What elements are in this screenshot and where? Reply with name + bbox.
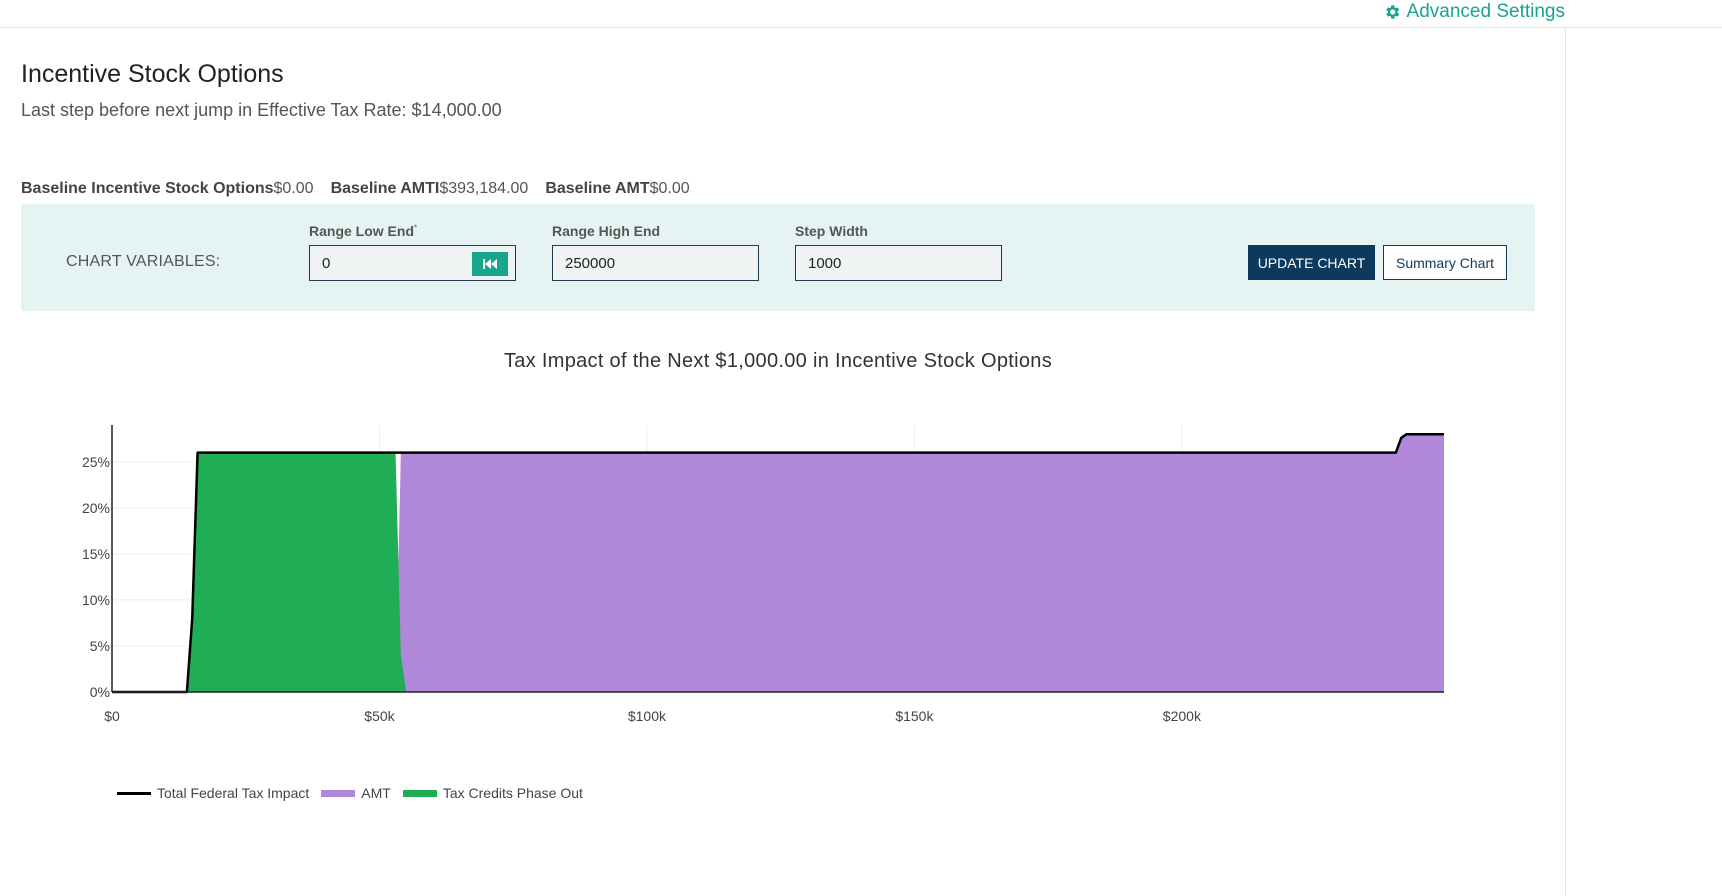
x-tick-label: $50k — [364, 708, 395, 724]
x-tick-label: $0 — [104, 708, 120, 724]
legend-item-total[interactable]: Total Federal Tax Impact — [117, 785, 309, 801]
baseline-amti-value: $393,184.00 — [439, 180, 529, 197]
legend-label-total: Total Federal Tax Impact — [157, 785, 310, 801]
baseline-iso-value: $0.00 — [273, 180, 314, 197]
total-tax-impact-line — [112, 432, 1444, 694]
legend-label-credits: Tax Credits Phase Out — [442, 785, 583, 801]
tax-credits-area — [112, 452, 1444, 692]
line-layer — [112, 432, 1444, 694]
advanced-settings-link[interactable]: Advanced Settings — [1383, 1, 1565, 23]
legend-item-credits[interactable]: Tax Credits Phase Out — [402, 785, 583, 801]
amt-area — [112, 434, 1444, 692]
baseline-amti: Baseline AMTI$393,184.00 — [331, 180, 529, 198]
chart-variables-label: CHART VARIABLES: — [66, 253, 221, 270]
step-width-input[interactable] — [795, 245, 1002, 281]
y-tick-label: 25% — [82, 454, 110, 470]
y-tick-label: 20% — [82, 500, 110, 516]
axis-layer: $0 $50k $100k $150k $200k 0% 5% 10% 15% 20% 25% — [82, 425, 1444, 724]
range-high-input[interactable] — [552, 245, 759, 281]
step-width-label: Step Width — [795, 223, 868, 239]
baseline-amt-label: Baseline AMT — [545, 180, 650, 197]
x-tick-label: $200k — [1163, 708, 1202, 724]
chart-legend: Total Federal Tax Impact AMT Tax Credits… — [117, 785, 595, 801]
legend-swatch-total — [117, 791, 151, 795]
chart-title: Tax Impact of the Next $1,000.00 in Ince… — [504, 350, 1052, 372]
baseline-iso: Baseline Incentive Stock Options$0.00 — [21, 180, 314, 198]
skip-to-start-icon — [483, 259, 497, 269]
page-subtitle: Last step before next jump in Effective … — [21, 100, 502, 120]
legend-swatch-amt — [321, 789, 356, 797]
update-chart-button[interactable]: UPDATE CHART — [1248, 245, 1375, 280]
baseline-amt-value: $0.00 — [649, 180, 690, 197]
content-border — [1565, 27, 1566, 896]
tax-impact-chart: $0 $50k $100k $150k $200k 0% 5% 10% 15% 20% 25% — [82, 425, 1444, 724]
legend-item-amt[interactable]: AMT — [321, 785, 391, 801]
summary-chart-button[interactable]: Summary Chart — [1383, 245, 1507, 280]
required-mark: * — [414, 223, 418, 233]
legend-label-amt: AMT — [361, 785, 391, 801]
y-tick-label: 0% — [90, 684, 110, 700]
y-tick-label: 10% — [82, 592, 110, 608]
y-tick-label: 15% — [82, 546, 110, 562]
range-low-label: Range Low End* — [309, 223, 417, 239]
area-layer — [112, 434, 1444, 692]
x-tick-label: $150k — [895, 708, 934, 724]
baseline-amt: Baseline AMT$0.00 — [545, 180, 689, 198]
reset-range-low-button[interactable] — [472, 252, 508, 276]
chart-variables-panel: CHART VARIABLES: Range Low End* Range Hi… — [21, 204, 1535, 311]
advanced-settings-label: Advanced Settings — [1406, 1, 1565, 22]
x-tick-label: $100k — [628, 708, 667, 724]
page-title: Incentive Stock Options — [21, 60, 284, 88]
gear-icon — [1385, 5, 1399, 19]
baseline-amti-label: Baseline AMTI — [330, 180, 440, 197]
baseline-iso-label: Baseline Incentive Stock Options — [21, 180, 274, 197]
baseline-summary: Baseline Incentive Stock Options$0.00 Ba… — [21, 180, 690, 198]
range-low-label-text: Range Low End — [309, 223, 414, 239]
legend-swatch-credits — [402, 789, 437, 797]
top-bar: Advanced Settings — [0, 0, 1722, 28]
y-tick-label: 5% — [90, 638, 110, 654]
range-high-label: Range High End — [552, 223, 661, 239]
